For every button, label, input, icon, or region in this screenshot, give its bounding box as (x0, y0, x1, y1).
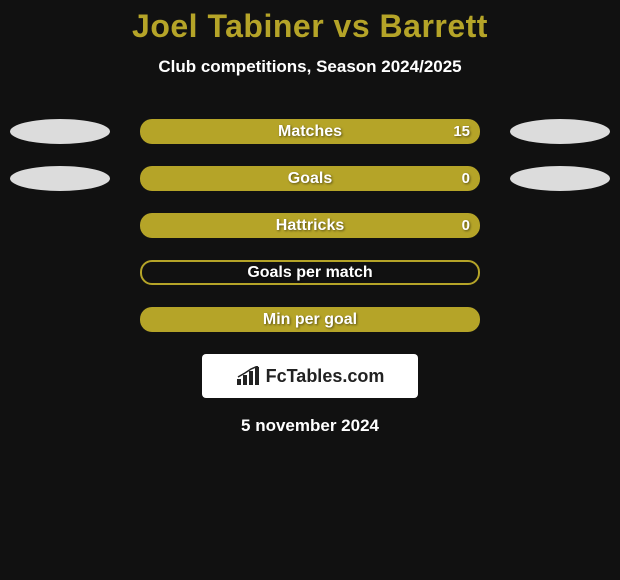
oval-placeholder (510, 260, 610, 285)
stat-row: Goals 0 (0, 166, 620, 191)
stat-bar: Goals 0 (140, 166, 480, 191)
stat-row: Matches 15 (0, 119, 620, 144)
oval-left (10, 119, 110, 144)
oval-right (510, 166, 610, 191)
stat-label: Min per goal (263, 311, 357, 329)
stat-row: Hattricks 0 (0, 213, 620, 238)
stat-value: 0 (462, 217, 470, 234)
oval-placeholder (10, 260, 110, 285)
stats-area: Matches 15 Goals 0 Hattricks 0 Goals per match… (0, 119, 620, 332)
stat-bar: Matches 15 (140, 119, 480, 144)
stat-row: Goals per match (0, 260, 620, 285)
subtitle: Club competitions, Season 2024/2025 (0, 57, 620, 77)
oval-placeholder (510, 307, 610, 332)
logo-text: FcTables.com (266, 366, 385, 387)
stat-bar: Goals per match (140, 260, 480, 285)
stat-row: Min per goal (0, 307, 620, 332)
page-title: Joel Tabiner vs Barrett (0, 8, 620, 45)
main-container: Joel Tabiner vs Barrett Club competition… (0, 0, 620, 436)
oval-placeholder (10, 307, 110, 332)
stat-value: 0 (462, 170, 470, 187)
stat-label: Goals per match (247, 264, 372, 282)
stat-label: Matches (278, 123, 342, 141)
stat-bar: Hattricks 0 (140, 213, 480, 238)
oval-right (510, 119, 610, 144)
stat-value: 15 (453, 123, 470, 140)
stat-label: Hattricks (276, 217, 344, 235)
oval-placeholder (10, 213, 110, 238)
oval-placeholder (510, 213, 610, 238)
chart-icon (236, 366, 260, 386)
logo-box: FcTables.com (202, 354, 418, 398)
date-text: 5 november 2024 (0, 416, 620, 436)
stat-label: Goals (288, 170, 332, 188)
oval-left (10, 166, 110, 191)
stat-bar: Min per goal (140, 307, 480, 332)
